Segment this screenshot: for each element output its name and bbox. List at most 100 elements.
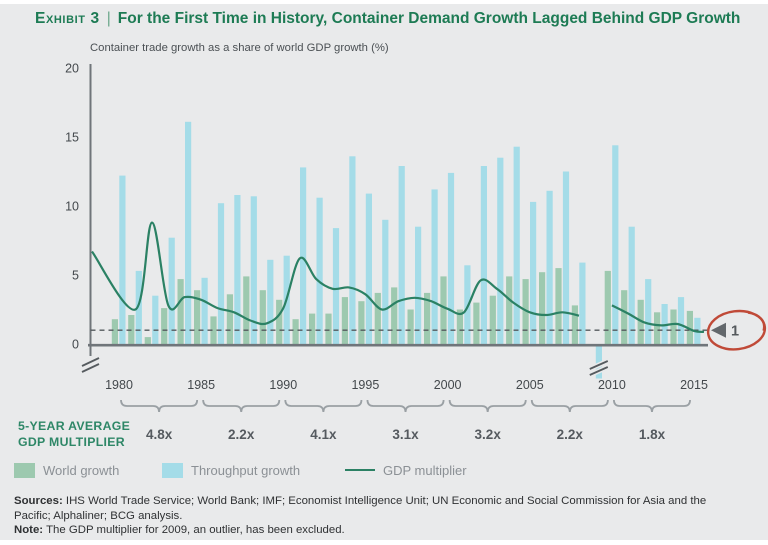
legend-label-world: World growth bbox=[43, 462, 120, 478]
annotation-circle-stroke bbox=[747, 311, 766, 331]
bar-world-1988 bbox=[243, 276, 250, 344]
legend: World growth Throughput growth GDP multi… bbox=[0, 461, 768, 483]
bar-world-2011 bbox=[621, 290, 628, 344]
bar-throughput-2010 bbox=[612, 145, 619, 344]
bar-throughput-2014 bbox=[677, 297, 685, 344]
sources-line: Sources: IHS World Trade Service; World … bbox=[14, 494, 722, 523]
bar-world-1997 bbox=[391, 287, 398, 344]
bar-throughput-2012 bbox=[645, 279, 652, 344]
bar-world-2015 bbox=[686, 310, 693, 344]
multiplier-value-3: 4.1x bbox=[310, 427, 337, 442]
legend-label-gdp-multiplier: GDP multiplier bbox=[383, 462, 467, 478]
bar-throughput-2002 bbox=[480, 166, 487, 344]
bar-throughput-1989 bbox=[267, 259, 274, 344]
multiplier-brace-6 bbox=[530, 399, 609, 413]
x-tick-label-2005: 2005 bbox=[516, 378, 544, 392]
page-title: For the First Time in History, Container… bbox=[117, 10, 741, 27]
multiplier-row-label-line1: 5-YEAR AVERAGE bbox=[18, 419, 130, 433]
bar-world-2014 bbox=[670, 309, 677, 344]
bar-throughput-2011 bbox=[628, 226, 635, 344]
bar-world-1993 bbox=[325, 313, 332, 344]
y-tick-label-0: 0 bbox=[72, 338, 79, 352]
world-growth-swatch bbox=[14, 462, 35, 478]
bar-world-2008 bbox=[571, 305, 578, 344]
bar-throughput-1986 bbox=[217, 203, 225, 344]
axis-break-mark-2009 bbox=[589, 360, 609, 370]
gdp-multiplier-line-segment-2 bbox=[611, 304, 705, 333]
multiplier-value-2: 2.2x bbox=[228, 427, 255, 442]
bar-throughput-1993 bbox=[332, 228, 340, 344]
bar-world-1994 bbox=[341, 297, 348, 344]
bar-throughput-2006 bbox=[546, 190, 553, 344]
bar-world-2003 bbox=[489, 295, 496, 344]
footer: Sources: IHS World Trade Service; World … bbox=[14, 494, 722, 538]
x-tick-label-2010: 2010 bbox=[598, 378, 626, 392]
x-tick-label-2000: 2000 bbox=[434, 378, 462, 392]
legend-item-world: World growth bbox=[14, 461, 119, 479]
bar-world-1991 bbox=[292, 319, 299, 344]
multiplier-brace-7 bbox=[613, 399, 691, 413]
multiplier-value-6: 2.2x bbox=[557, 427, 584, 442]
bar-world-2002 bbox=[473, 302, 480, 344]
bar-throughput-1980 bbox=[119, 175, 126, 344]
bar-throughput-1997 bbox=[398, 166, 405, 344]
bar-throughput-2009-negative bbox=[595, 345, 602, 379]
bar-throughput-1985 bbox=[201, 277, 208, 344]
bar-throughput-1991 bbox=[300, 167, 307, 344]
bar-throughput-1992 bbox=[316, 197, 323, 344]
bar-world-2004 bbox=[506, 276, 513, 344]
bar-world-1995 bbox=[358, 301, 365, 344]
sources-text: IHS World Trade Service; World Bank; IMF… bbox=[14, 495, 707, 522]
legend-item-throughput: Throughput growth bbox=[162, 461, 300, 479]
bar-world-1980 bbox=[111, 319, 118, 344]
multiplier-brace-1 bbox=[120, 399, 199, 413]
note-text: The GDP multiplier for 2009, an outlier,… bbox=[43, 524, 345, 537]
sources-label: Sources: bbox=[14, 495, 63, 507]
bar-throughput-1998 bbox=[415, 226, 422, 344]
bar-world-2001 bbox=[456, 309, 463, 344]
note-label: Note: bbox=[14, 524, 44, 537]
y-axis-break-mark bbox=[81, 363, 100, 373]
bar-world-1989 bbox=[259, 290, 266, 344]
y-tick-label-15: 15 bbox=[65, 131, 79, 145]
multiplier-value-7: 1.8x bbox=[639, 427, 666, 442]
multiplier-value-4: 3.1x bbox=[392, 427, 419, 442]
bar-throughput-2005 bbox=[530, 201, 537, 344]
bar-world-1982 bbox=[144, 337, 151, 344]
bar-world-1998 bbox=[407, 309, 414, 344]
legend-item-gdp-multiplier: GDP multiplier bbox=[345, 461, 467, 479]
bar-throughput-1981 bbox=[135, 270, 142, 344]
bar-throughput-2008 bbox=[579, 262, 586, 344]
bar-throughput-1984 bbox=[185, 121, 192, 344]
gdp-multiplier-line-segment-1 bbox=[91, 221, 580, 326]
multiplier-brace-2 bbox=[202, 399, 281, 413]
axis-break-mark-2009 bbox=[589, 366, 609, 376]
bar-throughput-1999 bbox=[431, 189, 438, 344]
bar-throughput-2013 bbox=[661, 304, 668, 344]
x-tick-label-2015: 2015 bbox=[680, 378, 708, 392]
bar-throughput-1982 bbox=[152, 295, 159, 344]
bar-world-1986 bbox=[210, 316, 217, 344]
bar-world-1985 bbox=[194, 290, 201, 344]
bar-throughput-1994 bbox=[349, 156, 356, 344]
exhibit-label: Exhibit 3 bbox=[35, 10, 100, 27]
multiplier-brace-3 bbox=[284, 399, 363, 413]
bar-throughput-2007 bbox=[562, 171, 570, 344]
bar-throughput-2004 bbox=[513, 146, 520, 344]
multiplier-value-5: 3.2x bbox=[475, 427, 502, 442]
y-tick-label-10: 10 bbox=[65, 200, 79, 214]
bar-world-1987 bbox=[226, 294, 233, 344]
bar-throughput-1983 bbox=[168, 237, 175, 344]
bar-world-2013 bbox=[654, 312, 661, 344]
x-tick-label-1985: 1985 bbox=[187, 378, 215, 392]
multiplier-brace-5 bbox=[448, 399, 527, 413]
bar-world-1983 bbox=[161, 308, 168, 344]
legend-label-throughput: Throughput growth bbox=[191, 462, 301, 478]
bar-world-2010 bbox=[604, 270, 611, 344]
x-tick-label-1990: 1990 bbox=[269, 378, 297, 392]
y-tick-label-20: 20 bbox=[65, 62, 79, 76]
bar-world-2000 bbox=[440, 276, 447, 344]
x-tick-label-1980: 1980 bbox=[105, 378, 133, 392]
bar-world-2006 bbox=[539, 272, 546, 344]
